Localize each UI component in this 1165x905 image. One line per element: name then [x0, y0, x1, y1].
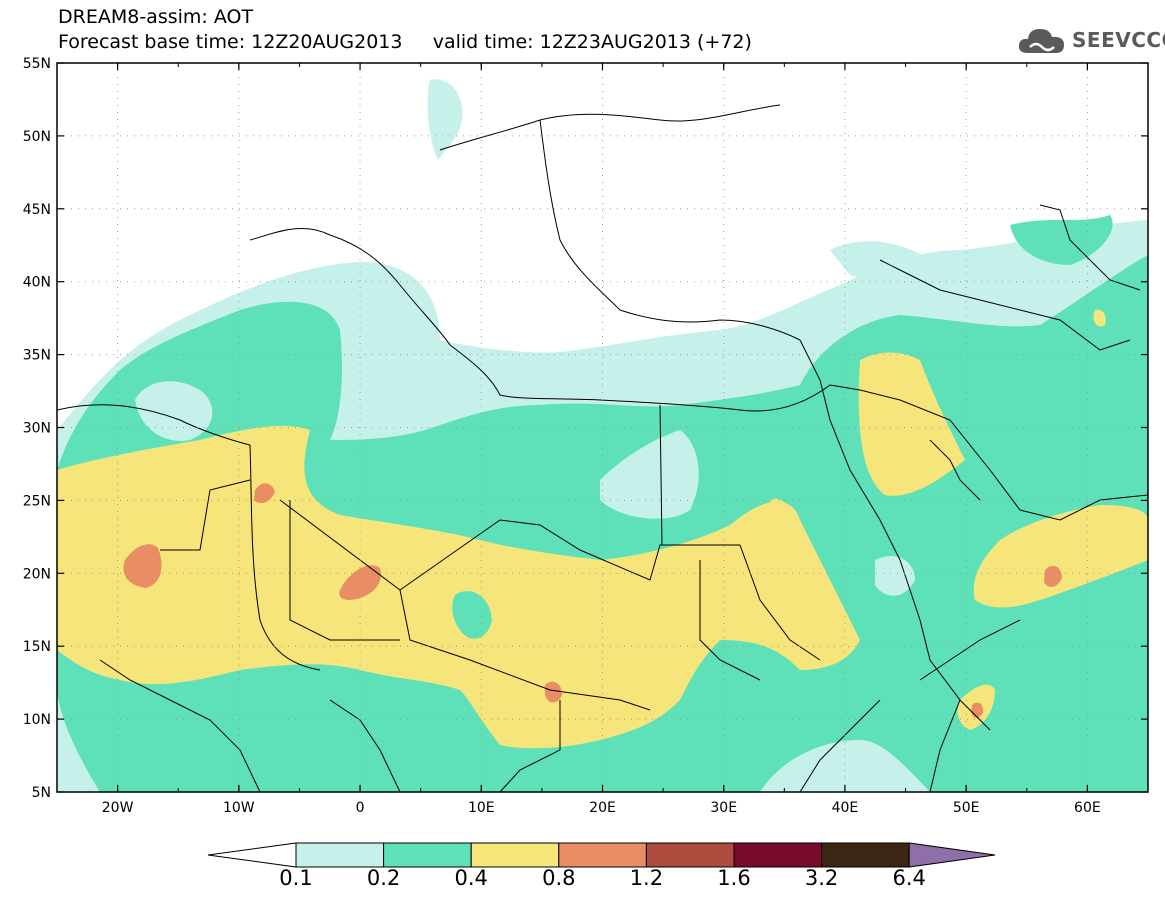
lat-label: 20N — [23, 566, 51, 582]
lon-label: 20W — [102, 800, 134, 816]
base-time: Forecast base time: 12Z20AUG2013 — [58, 31, 403, 53]
colorbar-level-label: 1.6 — [717, 866, 751, 890]
lon-label: 10W — [223, 800, 255, 816]
colorbar — [207, 842, 996, 868]
lat-label: 30N — [23, 421, 51, 437]
lat-label: 50N — [23, 129, 51, 145]
colorbar-cell — [295, 842, 385, 868]
latitude-labels: 55N 50N 45N 40N 35N 30N 25N 20N 15N 10N 5N — [23, 56, 51, 801]
lat-label: 35N — [23, 348, 51, 364]
time-info: Forecast base time: 12Z20AUG2013 valid t… — [58, 31, 752, 53]
lat-label: 45N — [23, 202, 51, 218]
lon-label: 30E — [710, 800, 737, 816]
colorbar-cell — [470, 842, 560, 868]
seevccc-logo: SEEVCCC — [1016, 22, 1165, 58]
lat-label: 25N — [23, 493, 51, 509]
map-title: DREAM8-assim: AOT — [58, 6, 254, 28]
colorbar-cell — [821, 842, 910, 868]
lon-label: 10E — [468, 800, 495, 816]
colorbar-cell — [645, 842, 735, 868]
colorbar-level-label: 3.2 — [804, 866, 839, 890]
colorbar-cell — [733, 842, 823, 868]
longitude-labels: 20W 10W 0 10E 20E 30E 40E 50E 60E — [102, 800, 1101, 816]
aot-band-0.8 — [123, 483, 1062, 718]
aot-band-0.2-holes — [452, 591, 492, 639]
logo-text: SEEVCCC — [1072, 28, 1165, 52]
cloud-logo-icon — [1018, 29, 1064, 53]
lat-label: 40N — [23, 275, 51, 291]
lat-label: 55N — [23, 56, 51, 72]
colorbar-max-arrow — [908, 842, 996, 868]
lat-label: 5N — [32, 785, 51, 801]
colorbar-level-label: 0.4 — [454, 866, 488, 890]
lon-label: 60E — [1074, 800, 1101, 816]
colorbar-level-label: 1.2 — [629, 866, 664, 890]
lon-label: 0 — [356, 800, 365, 816]
colorbar-level-label: 0.2 — [366, 866, 401, 890]
lon-label: 50E — [953, 800, 980, 816]
colorbar-level-label: 6.4 — [892, 866, 926, 890]
lat-label: 10N — [23, 712, 51, 728]
aot-band-0.4 — [57, 309, 1148, 749]
valid-time: valid time: 12Z23AUG2013 (+72) — [432, 31, 752, 53]
colorbar-level-label: 0.1 — [279, 866, 313, 890]
colorbar-cell — [558, 842, 647, 868]
colorbar-level-label: 0.8 — [542, 866, 576, 890]
colorbar-min-arrow — [207, 842, 297, 868]
lon-label: 40E — [832, 800, 859, 816]
borders — [57, 104, 1148, 792]
lat-label: 15N — [23, 639, 51, 655]
axis-ticks — [56, 62, 1149, 793]
lon-label: 20E — [589, 800, 616, 816]
colorbar-cell — [383, 842, 472, 868]
graticule — [57, 63, 1148, 792]
